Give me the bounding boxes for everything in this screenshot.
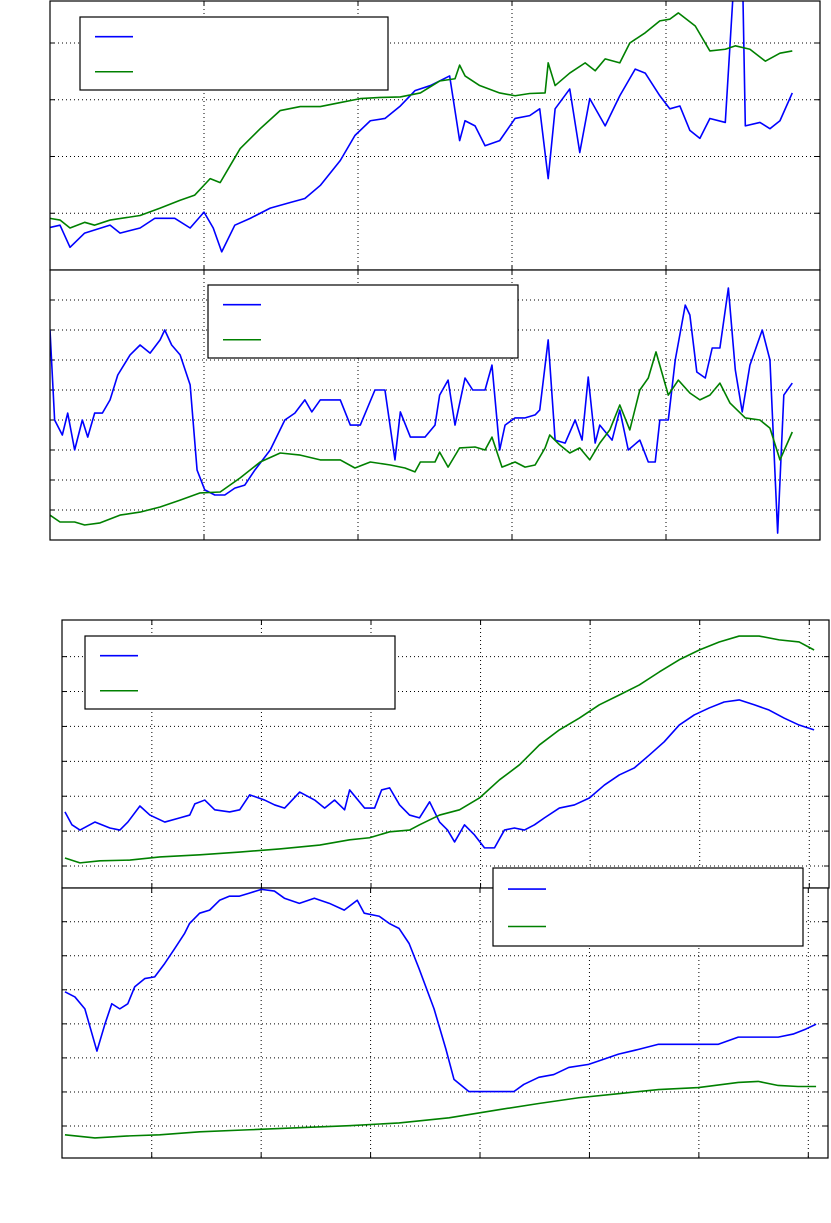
chart <box>61 619 830 889</box>
legend <box>492 867 804 947</box>
series-group <box>64 635 815 864</box>
series-group <box>50 287 794 534</box>
chart <box>49 0 821 271</box>
legend <box>84 635 396 710</box>
series-line <box>64 699 815 849</box>
series-line <box>64 1080 817 1139</box>
plot-frame <box>61 887 829 1159</box>
legend-box <box>207 284 519 359</box>
legend <box>79 16 389 91</box>
series-group <box>50 1 794 253</box>
chart <box>49 269 821 541</box>
series-line <box>50 12 793 229</box>
series-line <box>50 1 794 253</box>
series-line <box>64 635 815 864</box>
legend-box <box>492 867 804 947</box>
series-line <box>64 888 817 1093</box>
chart <box>61 867 829 1159</box>
series-line <box>50 351 794 526</box>
legend-box <box>84 635 396 710</box>
series-group <box>64 888 817 1139</box>
series-line <box>50 287 793 534</box>
legend <box>207 284 519 359</box>
plot-frame <box>49 269 821 541</box>
legend-box <box>79 16 389 91</box>
